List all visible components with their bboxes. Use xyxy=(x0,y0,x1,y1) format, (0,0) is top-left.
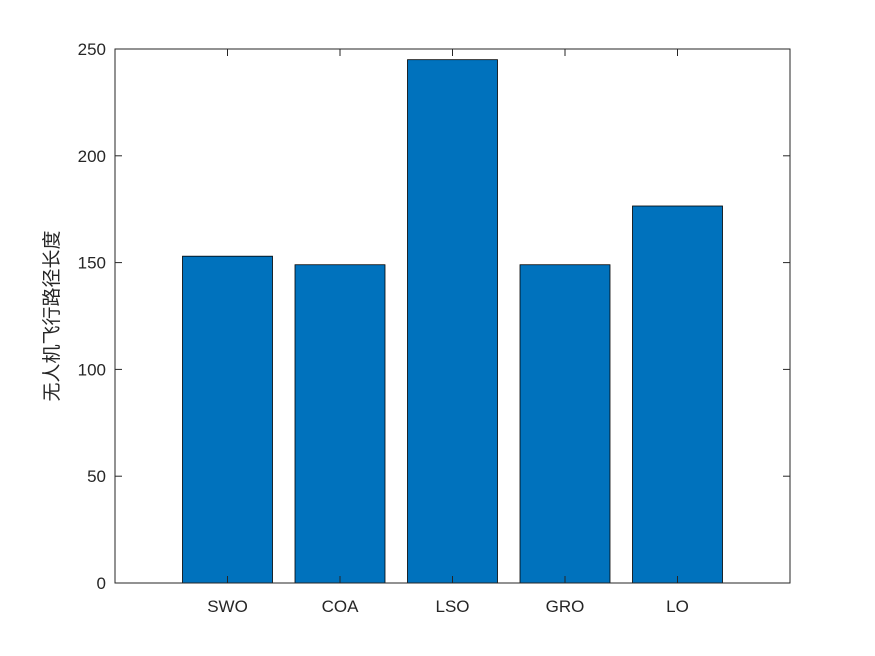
y-ticks-group: 0 50 100 150 200 250 xyxy=(78,40,790,593)
y-tick-label: 0 xyxy=(97,574,106,593)
x-tick-label-gro: GRO xyxy=(546,597,585,616)
bar-swo xyxy=(182,255,273,584)
y-tick-label: 200 xyxy=(78,147,106,166)
y-tick-label: 250 xyxy=(78,40,106,59)
bar-gro xyxy=(519,264,611,584)
y-tick-label: 100 xyxy=(78,360,106,379)
x-tick-label-lo: LO xyxy=(666,597,689,616)
y-tick-label: 50 xyxy=(87,467,106,486)
bars-group xyxy=(182,59,723,584)
y-axis-label: 无人机飞行路径长度 xyxy=(41,230,63,401)
x-tick-label-coa: COA xyxy=(322,597,360,616)
x-tick-label-lso: LSO xyxy=(435,597,469,616)
bar-coa xyxy=(294,264,386,584)
x-tick-label-swo: SWO xyxy=(207,597,248,616)
x-ticks-group: SWO COA LSO GRO LO xyxy=(207,49,689,616)
bar-lo xyxy=(632,205,723,584)
y-tick-label: 150 xyxy=(78,254,106,273)
bar-lso xyxy=(407,59,498,584)
